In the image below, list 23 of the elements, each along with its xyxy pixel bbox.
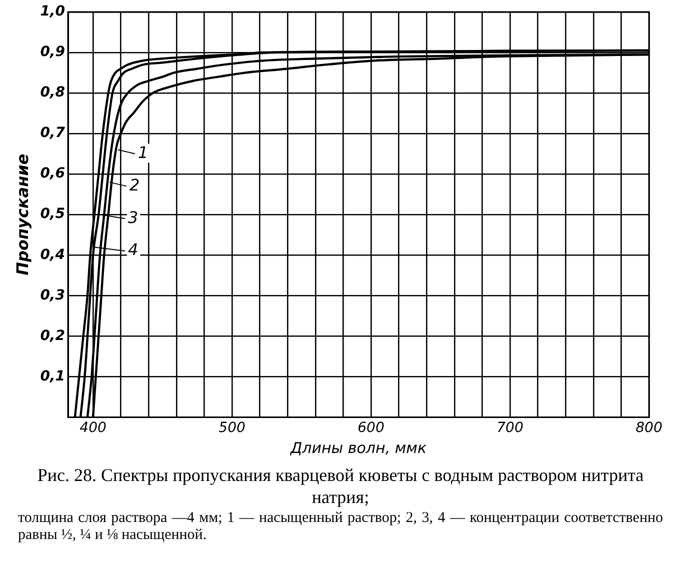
- y-tick-label: 0,9: [40, 44, 66, 60]
- y-tick-label: 0,5: [40, 206, 66, 222]
- y-tick-label: 0,1: [40, 368, 65, 384]
- x-tick-label: 700: [496, 420, 524, 436]
- legend-label: 1: [138, 142, 148, 162]
- legend-label: 3: [128, 208, 138, 227]
- text: Рис. 28. Спектры пропускания кварцевой кюветы с водным раствором нитрита натрия;: [36, 464, 645, 508]
- y-tick-label: 0,6: [40, 166, 66, 182]
- y-tick-label: 0,4: [40, 246, 65, 263]
- y-tick-label: 1,0: [40, 4, 66, 20]
- x-tick-label: 600: [358, 420, 384, 436]
- y-axis-title: Пропускание: [12, 154, 32, 276]
- legend-label: 2: [129, 175, 140, 194]
- x-tick-label: 500: [218, 420, 246, 436]
- y-tick-label: 0,3: [40, 287, 65, 304]
- y-tick-label: 0,7: [40, 125, 66, 142]
- x-tick-label: 800: [636, 420, 662, 436]
- y-tick-label: 0,2: [40, 328, 65, 344]
- text: толщина слоя раствора —4 мм; 1 — насыщенный раствор; 2, 3, 4 — концентрации соответственно равны ½, ¼ и ⅛ насыщенной.: [18, 510, 663, 544]
- legend-label: 4: [128, 240, 138, 260]
- x-axis-title: Длины волн, ммк: [289, 438, 427, 457]
- y-tick-label: 0,8: [40, 84, 66, 101]
- x-tick-label: 400: [80, 420, 106, 436]
